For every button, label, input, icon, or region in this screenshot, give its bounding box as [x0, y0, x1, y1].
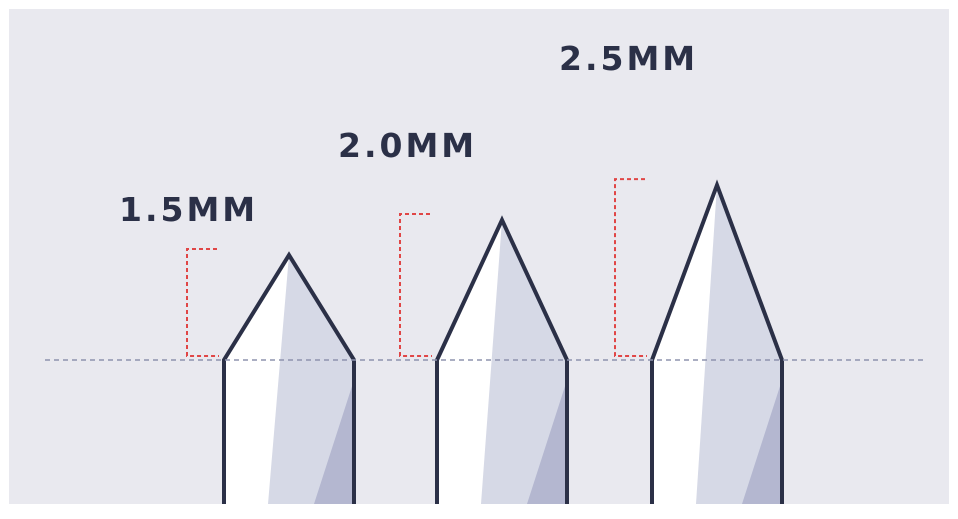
tip-outline-1-5mm [222, 251, 356, 504]
tip-label-2-0mm: 2.0MM [338, 126, 478, 165]
tip-highlight-2-5mm [652, 185, 717, 504]
length-bracket-2-5mm [614, 178, 647, 357]
tip-shadow-2-0mm [527, 380, 567, 504]
length-bracket-2-0mm [399, 213, 432, 357]
tip-outline-2-5mm [650, 179, 784, 504]
tip-label-2-5mm: 2.5MM [559, 39, 699, 78]
tip-length-diagram [45, 178, 927, 504]
tip-outline-2-0mm [435, 215, 569, 504]
tip-highlight-1-5mm [224, 255, 289, 504]
tip-shadow-1-5mm [314, 380, 354, 504]
tip-label-1-5mm: 1.5MM [119, 190, 259, 229]
length-bracket-1-5mm [186, 248, 219, 357]
tip-highlight-2-0mm [437, 220, 502, 504]
diagram-canvas: 1.5MM 2.0MM 2.5MM [9, 9, 949, 504]
tip-shadow-2-5mm [742, 380, 782, 504]
